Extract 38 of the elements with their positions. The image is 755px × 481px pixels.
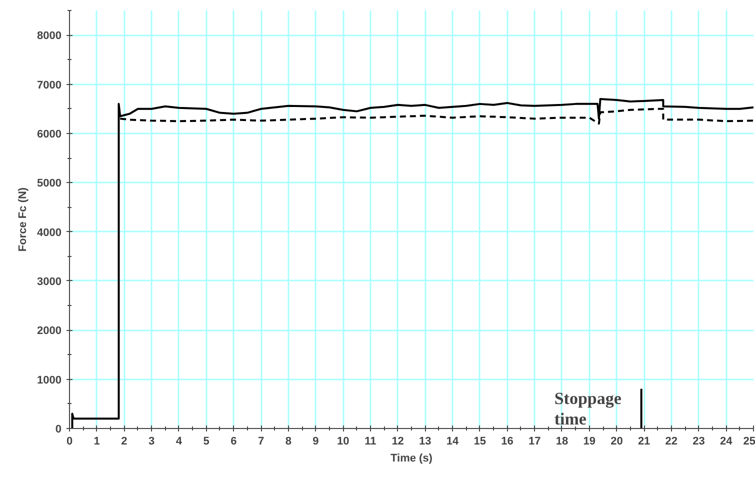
x-tick-label: 9 bbox=[312, 436, 319, 448]
y-tick-label: 6000 bbox=[37, 128, 62, 140]
x-tick-label: 8 bbox=[285, 436, 292, 448]
x-tick-label: 12 bbox=[392, 436, 404, 448]
x-tick-label: 10 bbox=[336, 436, 350, 448]
y-tick-label: 7000 bbox=[37, 79, 62, 92]
x-tick-label: 3 bbox=[148, 436, 155, 448]
y-tick-label: 5000 bbox=[37, 178, 62, 190]
y-tick-label: 3000 bbox=[37, 276, 62, 288]
y-tick-label: 0 bbox=[55, 424, 62, 436]
x-tick-label: 11 bbox=[364, 436, 376, 448]
x-tick-label: 4 bbox=[176, 436, 183, 448]
x-tick-label: 15 bbox=[474, 436, 486, 448]
x-tick-label: 13 bbox=[419, 436, 432, 448]
x-tick-label: 7 bbox=[258, 436, 264, 448]
x-tick-label: 6 bbox=[230, 436, 237, 448]
x-tick-label: 19 bbox=[583, 436, 596, 448]
x-tick-label: 22 bbox=[665, 436, 678, 448]
x-tick-label: 14 bbox=[446, 436, 460, 448]
x-tick-label: 25 bbox=[743, 436, 755, 448]
y-axis-title: Force Fc (N) bbox=[17, 187, 30, 252]
x-tick-label: 23 bbox=[692, 436, 705, 448]
x-tick-label: 0 bbox=[66, 436, 73, 448]
x-tick-label: 21 bbox=[638, 436, 650, 448]
x-axis-title: Time (s) bbox=[390, 452, 433, 464]
x-tick-label: 1 bbox=[94, 436, 100, 448]
x-tick-label: 16 bbox=[501, 436, 514, 448]
x-tick-label: 20 bbox=[610, 436, 623, 448]
y-tick-label: 8000 bbox=[37, 30, 62, 42]
ref-line-label: Stoppage time bbox=[554, 388, 622, 429]
y-tick-label: 1000 bbox=[37, 374, 62, 386]
x-tick-label: 2 bbox=[121, 436, 128, 448]
y-tick-label: 2000 bbox=[37, 325, 62, 338]
x-tick-label: 24 bbox=[720, 436, 734, 448]
x-tick-label: 17 bbox=[528, 436, 541, 448]
x-tick-label: 18 bbox=[556, 436, 568, 448]
y-tick-label: 4000 bbox=[37, 226, 62, 239]
x-tick-label: 5 bbox=[203, 436, 210, 448]
